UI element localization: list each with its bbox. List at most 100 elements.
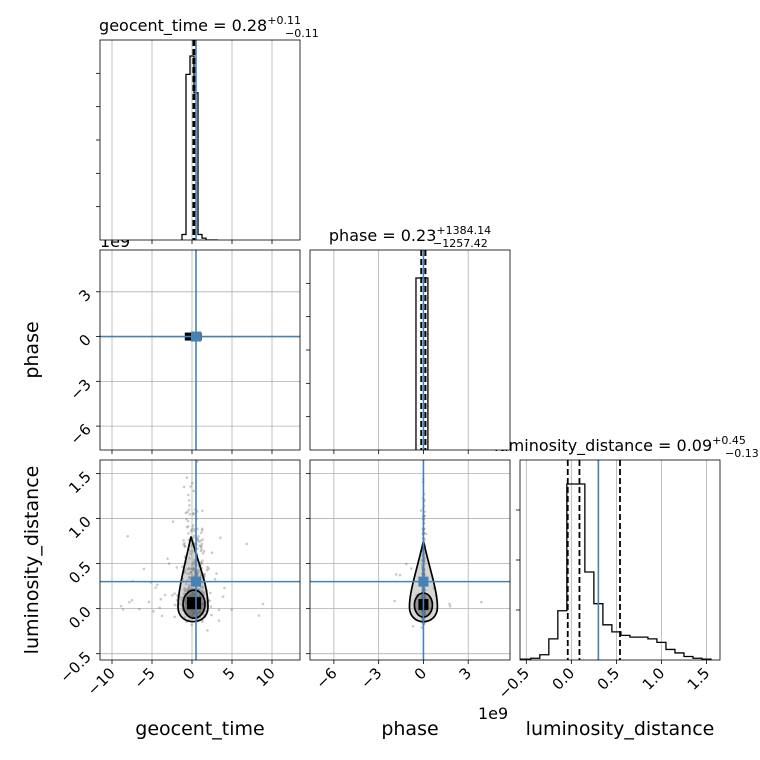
sample-point (173, 592, 176, 595)
diag-title-phase: phase = 0.23+1384.14 (329, 224, 491, 245)
sample-point (181, 565, 184, 568)
sample-point (186, 572, 189, 575)
sample-point (196, 547, 199, 551)
y-tick-label: −3 (66, 375, 94, 403)
x-tick-label: 3 (456, 664, 475, 683)
sample-point (182, 539, 185, 542)
sample-point (230, 608, 234, 612)
panel-luminosity-distance-vs-geocent-time: −10 −5 0 5 10−0.50.00.51.01.5 (56, 459, 301, 699)
sample-point (185, 587, 189, 591)
sample-point (209, 605, 213, 608)
sample-point (448, 604, 452, 608)
sample-point (192, 512, 195, 516)
sample-point (196, 570, 200, 574)
sample-point (130, 598, 134, 602)
sample-point (198, 544, 201, 547)
sample-point (187, 586, 191, 590)
sample-point (192, 536, 195, 540)
sample-point (187, 586, 191, 590)
sample-point (189, 570, 192, 574)
sample-point (191, 567, 194, 570)
sample-point (199, 545, 203, 549)
sample-point (257, 614, 261, 617)
sample-point (183, 591, 186, 595)
sample-point (480, 600, 483, 604)
y-tick-label: 1.5 (65, 468, 95, 498)
panel-marks (100, 250, 300, 450)
histogram-marks (520, 460, 712, 660)
x-tick-label: 0 (411, 664, 430, 683)
sample-point (197, 568, 201, 572)
sample-point (170, 594, 174, 597)
sample-point (200, 547, 203, 551)
sample-point (190, 570, 193, 574)
sample-point (147, 600, 151, 604)
sample-point (223, 586, 226, 590)
sample-point (196, 537, 200, 541)
sample-point (196, 574, 199, 577)
sample-point (261, 602, 265, 606)
sample-point (184, 511, 188, 515)
sample-point (187, 588, 190, 592)
sample-point (189, 567, 193, 571)
sample-point (203, 591, 206, 595)
panel-border (99, 249, 301, 451)
histogram-marks (181, 40, 218, 240)
sample-point (185, 476, 189, 479)
x-axis-label-phase: phase (381, 718, 438, 740)
sample-point (192, 587, 196, 590)
sample-point (200, 529, 204, 532)
sample-point (217, 608, 221, 612)
sample-point (185, 525, 189, 529)
sample-point (183, 589, 187, 593)
sample-point (199, 561, 203, 564)
sample-point (191, 527, 194, 530)
sample-point (200, 590, 204, 593)
sample-point (142, 567, 146, 571)
sample-point (188, 504, 191, 507)
y-tick-label: 3 (75, 286, 94, 305)
histogram-marks (415, 250, 429, 450)
sample-point (193, 568, 196, 572)
sample-point (192, 568, 196, 571)
x-axis-label-luminosity-distance: luminosity_distance (526, 718, 715, 740)
sample-point (190, 573, 194, 576)
panel-border (99, 459, 301, 661)
sample-point (190, 567, 193, 570)
panel-geocent-time-histogram (96, 39, 301, 244)
sample-point (200, 620, 204, 623)
x-tick-label: 0.5 (594, 664, 624, 694)
histogram-step-line (520, 483, 712, 660)
sample-point (184, 582, 188, 586)
x-tick-label: 5 (219, 664, 238, 683)
sample-point (188, 583, 191, 586)
x-tick-label: 0 (179, 664, 198, 683)
sample-point (156, 583, 159, 587)
truth-marker (418, 576, 429, 587)
sample-point (189, 571, 193, 574)
sample-point (188, 576, 191, 580)
sample-point (200, 542, 204, 546)
sample-point (208, 591, 212, 595)
sample-point (199, 539, 203, 543)
sample-point (207, 567, 210, 571)
sample-point (245, 542, 249, 546)
sample-point (183, 542, 186, 545)
sample-point (189, 485, 192, 488)
sample-point (192, 489, 196, 493)
panel-background (100, 250, 300, 450)
truth-marker (191, 576, 201, 587)
sample-point (199, 549, 203, 553)
sample-point (182, 543, 186, 546)
sample-point (187, 493, 190, 497)
sample-point (201, 552, 205, 555)
sample-point (201, 586, 204, 590)
sample-point (394, 573, 398, 576)
panel-luminosity-distance-histogram: −0.5 0.0 0.5 1.0 1.5 (495, 459, 721, 703)
sample-point (196, 571, 199, 574)
sample-point (193, 529, 196, 533)
panel-luminosity-distance-vs-phase: −6 −3 0 3 (306, 459, 511, 692)
sample-point (197, 535, 200, 538)
sample-point (166, 557, 169, 561)
